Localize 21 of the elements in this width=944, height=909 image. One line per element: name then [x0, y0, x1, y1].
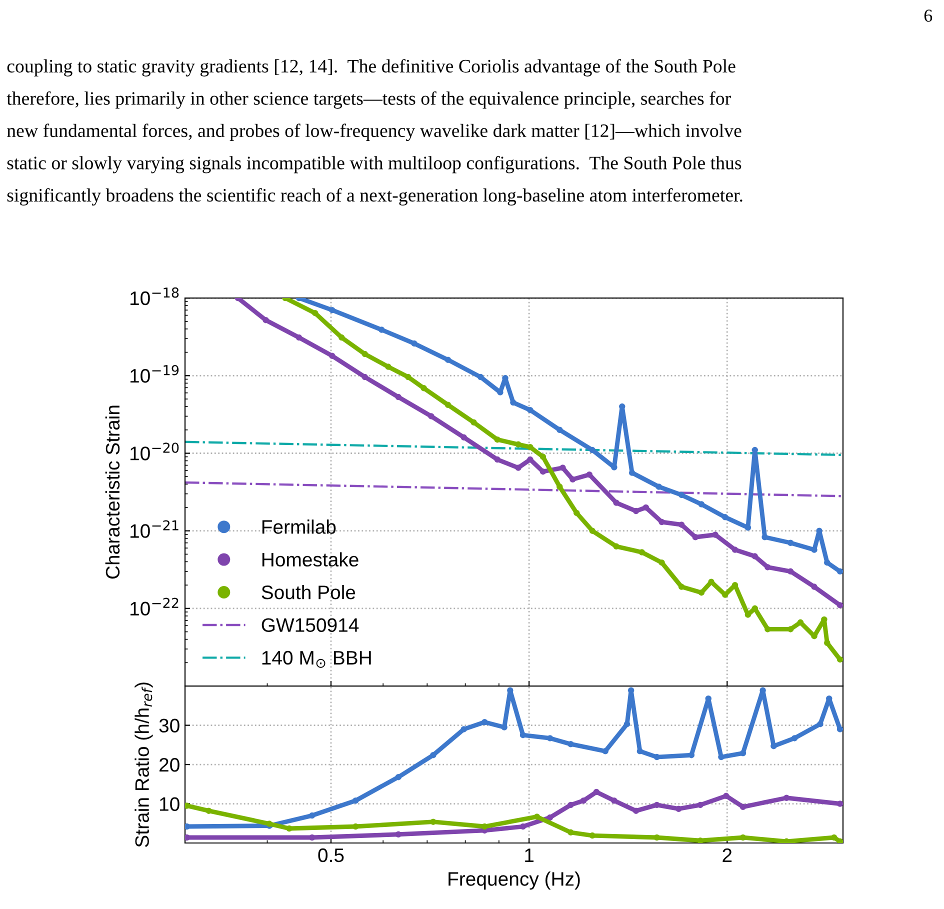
y-tick-label: 30: [159, 718, 180, 733]
x-tick-label: 1: [525, 848, 534, 862]
x-axis-title: Frequency (Hz): [448, 872, 580, 890]
y-tick-label: 10$^{−18}$: [130, 287, 179, 306]
legend-label: Fermilab: [262, 520, 336, 534]
y-axis-title: Characteristic Strain: [105, 406, 120, 579]
text: coupling to static gravity gradients [12, 14]. The definitive Coriolis advantage of the South Pole therefore, lies primarily in other science targets—tests of the equivalence principle, searches for new fundamental forces, and probes of low-frequency wavelike dark matter [12]—which involve static or slowly varying signals incompatible with multiloop configurations. The South Pole thus significantly broadens the scientific reach of a next-generation long-baseline atom interferometer.: [6, 59, 742, 206]
y-axis-title: Strain Ratio (h/h$_{ref}$): [134, 682, 153, 847]
y-tick-label: 10$^{−20}$: [130, 442, 179, 460]
legend-label: GW150914: [262, 618, 359, 632]
y-tick-label: 20: [160, 758, 180, 772]
text: 6: [924, 10, 932, 22]
legend-label: South Pole: [262, 584, 356, 600]
y-tick-label: 10$^{−22}$: [130, 598, 178, 616]
y-tick-label: 10$^{−19}$: [130, 365, 179, 383]
y-tick-label: 10$^{−21}$: [130, 520, 178, 538]
x-tick-label: 0.5: [318, 848, 344, 862]
y-tick-label: 10: [160, 797, 180, 811]
legend-label: 140 M$_{⊙}$ BBH: [262, 650, 371, 668]
x-tick-label: 2: [722, 848, 732, 862]
legend-label: Homestake: [262, 552, 358, 567]
